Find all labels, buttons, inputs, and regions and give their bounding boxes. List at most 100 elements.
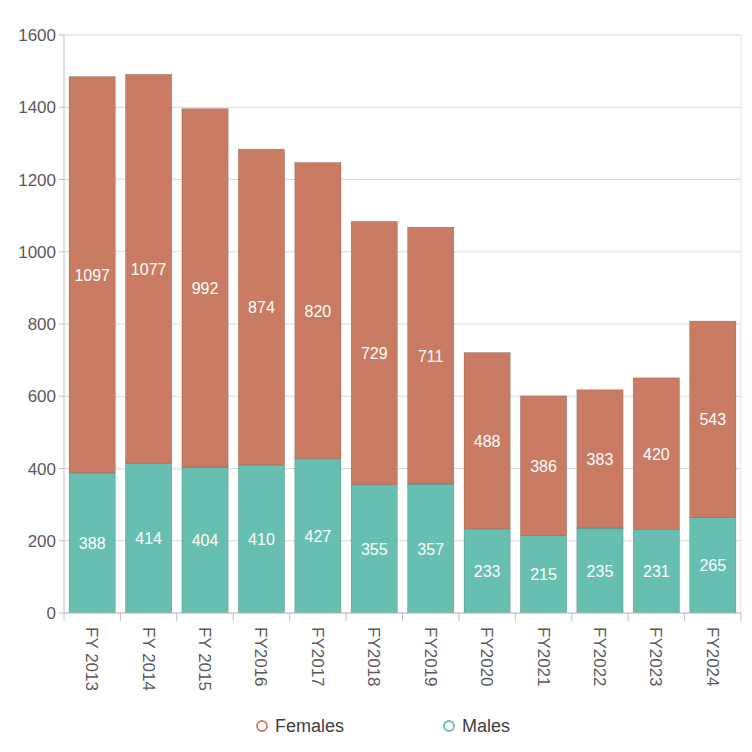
x-tick-label: FY2020 [477, 627, 496, 687]
y-tick-label: 1600 [18, 26, 56, 45]
x-tick-label: FY2016 [251, 627, 270, 687]
data-label: 711 [418, 348, 444, 365]
bar-segment [125, 463, 171, 613]
bar-segment [238, 465, 284, 613]
y-tick-label: 1000 [18, 243, 56, 262]
y-tick-label: 1400 [18, 98, 56, 117]
category-separator [289, 613, 290, 621]
y-tick-label: 200 [28, 532, 56, 551]
category-separator [458, 613, 459, 621]
data-label: 235 [587, 563, 614, 580]
y-tick-label: 600 [28, 387, 56, 406]
data-label: 231 [643, 563, 670, 580]
tick-mark [59, 179, 64, 180]
y-axis [64, 35, 65, 613]
bar-segment [351, 221, 397, 484]
legend-label: Males [462, 716, 510, 736]
category-separator [346, 613, 347, 621]
legend-marker [444, 721, 454, 731]
bar-segment [182, 109, 228, 467]
y-tick-label: 1200 [18, 171, 56, 190]
bar-segment [408, 484, 454, 613]
grid-line [64, 35, 741, 36]
bar-segment [577, 390, 623, 528]
category-separator [176, 613, 177, 621]
bar-segment [577, 528, 623, 613]
data-label: 427 [305, 528, 332, 545]
data-label: 383 [587, 451, 614, 468]
x-tick-label: FY 2014 [139, 627, 158, 691]
x-tick-label: FY 2015 [195, 627, 214, 691]
bar-segment [408, 227, 454, 484]
y-tick-label: 800 [28, 315, 56, 334]
tick-mark [59, 468, 64, 469]
data-label: 543 [699, 411, 726, 428]
data-label: 233 [474, 563, 501, 580]
bar-segment [69, 77, 115, 473]
y-tick-label: 400 [28, 460, 56, 479]
data-label: 414 [135, 530, 162, 547]
data-label: 357 [417, 541, 444, 558]
x-tick-label: FY2018 [364, 627, 383, 687]
category-separator [684, 613, 685, 621]
data-label: 420 [643, 446, 670, 463]
data-label: 874 [248, 299, 275, 316]
bar-segment [69, 473, 115, 613]
data-label: 215 [530, 566, 557, 583]
bar-segment [464, 529, 510, 613]
x-tick-label: FY2024 [703, 627, 722, 687]
data-label: 488 [474, 433, 501, 450]
bar-segment [351, 485, 397, 613]
data-label: 1077 [131, 261, 167, 278]
tick-mark [59, 324, 64, 325]
bar-segment [182, 467, 228, 613]
data-label: 386 [530, 458, 557, 475]
data-label: 1097 [74, 267, 110, 284]
category-separator [402, 613, 403, 621]
chart-svg: 0 200 400 600 800 1000 1200 1400 1600 388 1097 414 1… [0, 0, 752, 752]
bar-segment [690, 517, 736, 613]
data-label: 992 [192, 280, 219, 297]
category-separator [741, 613, 742, 621]
category-separator [515, 613, 516, 621]
x-tick-label: FY 2013 [82, 627, 101, 691]
tick-mark [59, 35, 64, 36]
bar-segment [125, 74, 171, 463]
bar-segment [633, 530, 679, 613]
data-label: 355 [361, 541, 388, 558]
data-label: 388 [79, 535, 106, 552]
bar-segment [295, 459, 341, 613]
plot-frame [741, 35, 742, 613]
y-tick-label: 0 [47, 604, 56, 623]
data-label: 404 [192, 532, 219, 549]
tick-mark [59, 613, 64, 614]
data-label: 729 [361, 345, 388, 362]
data-label: 265 [699, 557, 726, 574]
legend-label: Females [275, 716, 344, 736]
chart-container: 0 200 400 600 800 1000 1200 1400 1600 388 1097 414 1… [0, 0, 752, 752]
x-tick-label: FY2017 [308, 627, 327, 687]
x-tick-label: FY2021 [534, 627, 553, 687]
data-label: 410 [248, 531, 275, 548]
tick-mark [59, 540, 64, 541]
category-separator [120, 613, 121, 621]
legend-marker [257, 721, 267, 731]
bar-segment [295, 163, 341, 459]
x-tick-label: FY2019 [421, 627, 440, 687]
bar-segment [520, 535, 566, 613]
category-separator [628, 613, 629, 621]
category-separator [233, 613, 234, 621]
category-separator [64, 613, 65, 621]
bar-segment [520, 396, 566, 535]
bar-segment [464, 353, 510, 529]
data-label: 820 [305, 303, 332, 320]
tick-mark [59, 396, 64, 397]
bar-segment [690, 321, 736, 517]
data-labels: 388 1097 414 1077 404 992 410 874 427 820 355 729 35… [74, 261, 726, 583]
x-tick-label: FY2023 [646, 627, 665, 687]
tick-mark [59, 251, 64, 252]
bar-segment [238, 149, 284, 465]
bar-segment [633, 378, 679, 530]
tick-mark [59, 107, 64, 108]
x-tick-label: FY2022 [590, 627, 609, 687]
